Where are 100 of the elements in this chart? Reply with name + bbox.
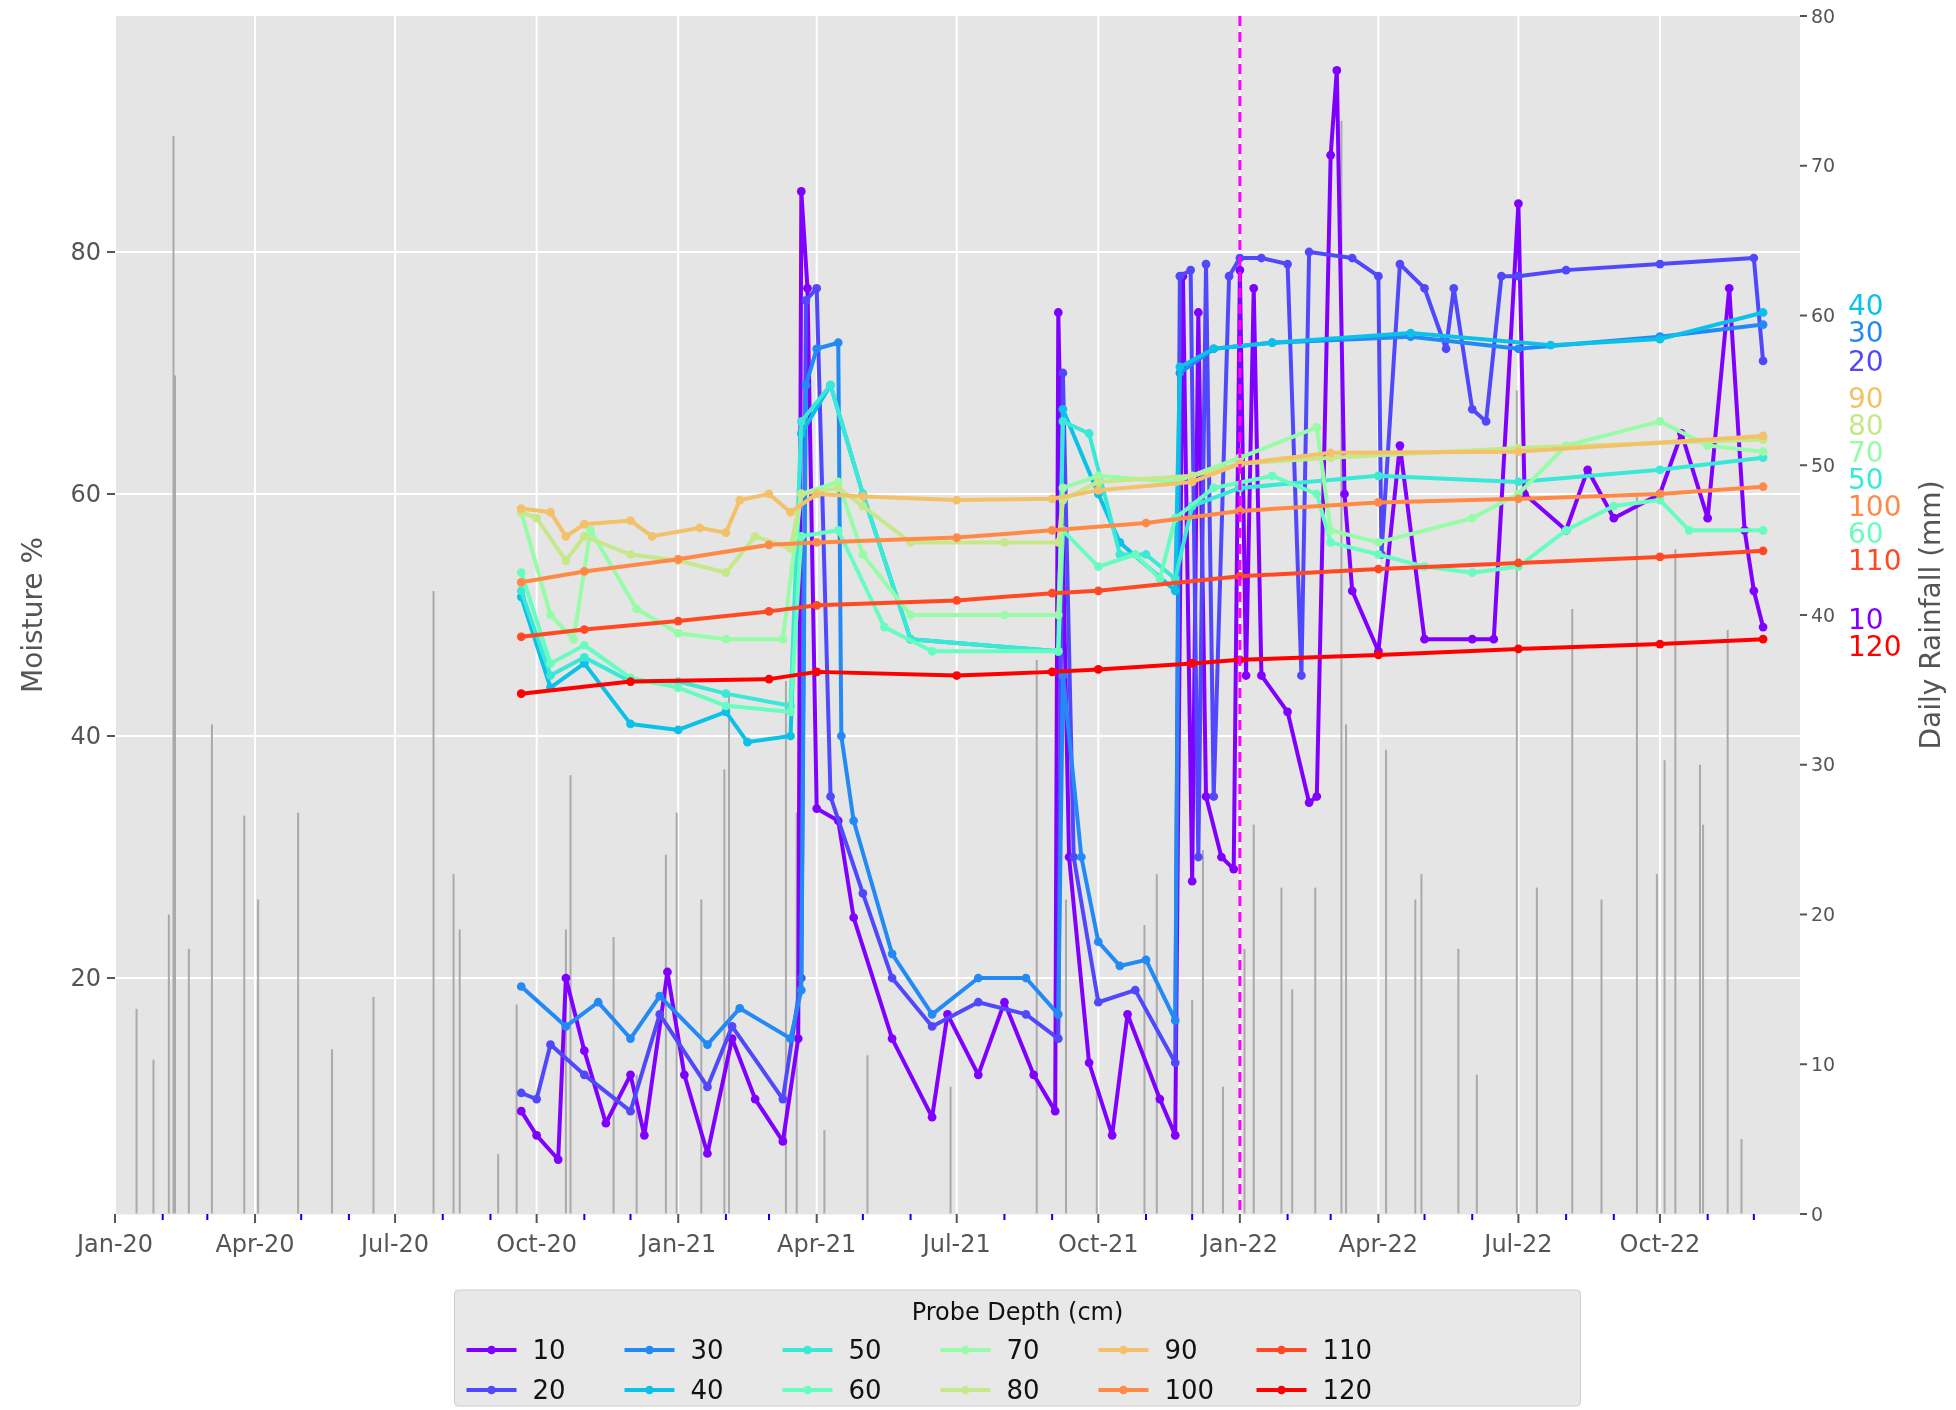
point	[561, 531, 571, 541]
point	[833, 525, 843, 535]
bar	[1314, 887, 1317, 1214]
point	[750, 531, 760, 541]
legend-label: 100	[1164, 1375, 1215, 1406]
bar	[452, 874, 455, 1214]
point	[1115, 961, 1125, 971]
point	[1449, 283, 1459, 293]
point	[579, 567, 589, 576]
point	[1374, 498, 1383, 507]
bar	[723, 769, 726, 1214]
point	[546, 1040, 555, 1049]
bar	[1420, 874, 1423, 1214]
point	[1047, 667, 1057, 677]
point	[1514, 558, 1523, 568]
bar	[612, 936, 615, 1214]
point	[1058, 417, 1068, 426]
x-tick-label: Jan-20	[74, 1230, 154, 1258]
legend-label: 30	[690, 1335, 724, 1366]
y2-tick-label: 50	[1811, 453, 1836, 476]
y-tick-label: 40	[70, 722, 101, 751]
point	[1093, 486, 1103, 495]
bar	[1201, 850, 1204, 1214]
point	[1187, 659, 1197, 668]
point	[1758, 308, 1768, 317]
bar	[187, 948, 190, 1214]
point	[1374, 471, 1383, 481]
x-tick-label: Jul-20	[358, 1230, 430, 1258]
point	[1047, 588, 1057, 598]
point	[516, 504, 526, 513]
x-tick-label: Oct-20	[496, 1230, 577, 1258]
point	[516, 982, 526, 991]
point	[1058, 368, 1068, 378]
point	[1093, 997, 1103, 1007]
point	[1758, 546, 1768, 556]
point	[1514, 271, 1523, 281]
y2-tick-label: 60	[1811, 304, 1836, 327]
point	[673, 725, 683, 735]
point	[579, 652, 589, 662]
x-tick-label: Oct-21	[1057, 1230, 1139, 1258]
legend-label: 20	[532, 1375, 566, 1406]
point	[1186, 265, 1195, 275]
point	[1467, 568, 1477, 578]
point	[1047, 494, 1057, 504]
bar	[458, 929, 461, 1214]
point	[927, 646, 937, 656]
point	[546, 610, 555, 620]
point	[1000, 610, 1009, 620]
point	[833, 483, 843, 493]
point	[796, 985, 806, 995]
bar	[1221, 1086, 1224, 1214]
point	[1655, 639, 1665, 649]
point	[1053, 1034, 1063, 1043]
point	[1141, 955, 1151, 965]
point	[973, 997, 983, 1007]
point	[1467, 404, 1477, 414]
point	[1481, 417, 1491, 426]
point	[1175, 362, 1185, 372]
bar	[497, 1154, 500, 1214]
point	[1141, 550, 1151, 559]
bar	[210, 724, 213, 1214]
point	[655, 991, 665, 1001]
x-tick-label: Jul-21	[920, 1230, 991, 1258]
bar	[1571, 609, 1574, 1214]
point	[1395, 259, 1405, 269]
point	[887, 973, 897, 983]
legend-label: 40	[690, 1375, 724, 1406]
y2-axis-title: Daily Rainfall (mm)	[1914, 480, 1947, 750]
point	[516, 689, 526, 699]
y-axis-title: Moisture %	[16, 536, 49, 694]
point	[812, 344, 822, 354]
point	[579, 1070, 589, 1080]
point	[1209, 792, 1219, 801]
point	[655, 1009, 665, 1019]
point	[1267, 471, 1277, 481]
bar	[1740, 1139, 1743, 1214]
bar	[866, 1055, 869, 1214]
point	[1021, 1009, 1031, 1019]
legend-label: 70	[1006, 1335, 1040, 1366]
bar	[949, 1086, 952, 1214]
point	[1758, 634, 1768, 644]
point	[786, 731, 795, 741]
point	[1374, 564, 1383, 574]
point	[579, 519, 589, 529]
x-tick-label: Jan-21	[638, 1230, 717, 1258]
point	[721, 634, 731, 644]
bar	[135, 1008, 138, 1214]
y2-tick-label: 20	[1811, 903, 1836, 926]
bar	[172, 135, 175, 1214]
point	[735, 495, 745, 505]
bar	[823, 1130, 826, 1214]
bar	[1385, 749, 1388, 1214]
bar	[297, 812, 300, 1214]
point	[546, 671, 555, 680]
point	[836, 731, 846, 741]
point	[858, 501, 868, 511]
point	[858, 550, 868, 559]
point	[1758, 525, 1768, 535]
point	[1053, 1009, 1063, 1019]
point	[1304, 247, 1314, 257]
